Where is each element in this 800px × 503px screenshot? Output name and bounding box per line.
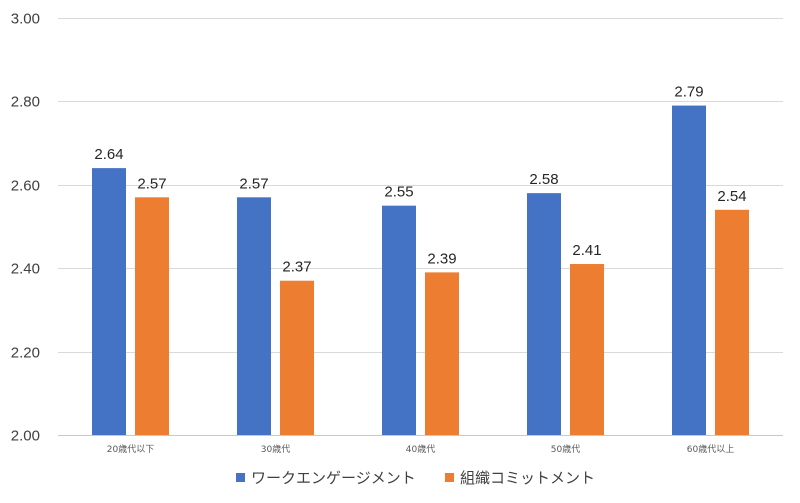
legend-label: 組織コミットメント (460, 469, 595, 487)
data-label: 2.57 (239, 175, 268, 192)
data-label: 2.54 (717, 188, 746, 205)
data-label: 2.79 (674, 84, 703, 101)
legend: ワークエンゲージメント 組織コミットメント (236, 469, 595, 487)
legend-swatch (445, 473, 454, 482)
bar-work-engagement (92, 168, 126, 435)
y-tick-label: 2.80 (11, 94, 40, 111)
data-label: 2.58 (529, 171, 558, 188)
legend-item-work-engagement: ワークエンゲージメント (236, 469, 416, 487)
bar-work-engagement (237, 197, 271, 435)
bar-organizational-commitment (135, 197, 169, 435)
x-category-label: 40歳代 (406, 443, 435, 455)
y-tick-label: 2.60 (11, 178, 40, 195)
gridlines (58, 18, 783, 436)
bar-work-engagement (382, 205, 416, 435)
x-category-label: 60歳代以上 (687, 443, 734, 455)
y-tick-label: 2.00 (11, 428, 40, 445)
data-label: 2.39 (427, 250, 456, 267)
data-label: 2.55 (384, 184, 413, 201)
bar-organizational-commitment (715, 209, 749, 435)
y-tick-label: 3.00 (11, 11, 40, 28)
x-category-label: 30歳代 (261, 443, 290, 455)
y-tick-label: 2.40 (11, 261, 40, 278)
data-label: 2.57 (137, 175, 166, 192)
x-category-label: 20歳代以下 (107, 443, 154, 455)
data-labels: 2.64 2.57 2.57 2.37 2.55 2.39 2.58 2.41 2.79 2.54 (94, 84, 746, 276)
bar-work-engagement (672, 105, 706, 435)
legend-item-organizational-commitment: 組織コミットメント (445, 469, 595, 487)
bar-organizational-commitment (425, 272, 459, 435)
bar-organizational-commitment (570, 264, 604, 435)
data-label: 2.64 (94, 146, 123, 163)
x-axis-category-labels: 20歳代以下 30歳代 40歳代 50歳代 60歳代以上 (107, 443, 734, 455)
x-category-label: 50歳代 (551, 443, 580, 455)
y-axis-tick-labels: 2.00 2.20 2.40 2.60 2.80 3.00 (11, 11, 40, 445)
y-tick-label: 2.20 (11, 345, 40, 362)
data-label: 2.37 (282, 259, 311, 276)
data-label: 2.41 (572, 242, 601, 259)
bar-organizational-commitment (280, 280, 314, 435)
bar-work-engagement (527, 193, 561, 435)
legend-label: ワークエンゲージメント (251, 469, 416, 487)
legend-swatch (236, 473, 245, 482)
bars (92, 105, 749, 435)
